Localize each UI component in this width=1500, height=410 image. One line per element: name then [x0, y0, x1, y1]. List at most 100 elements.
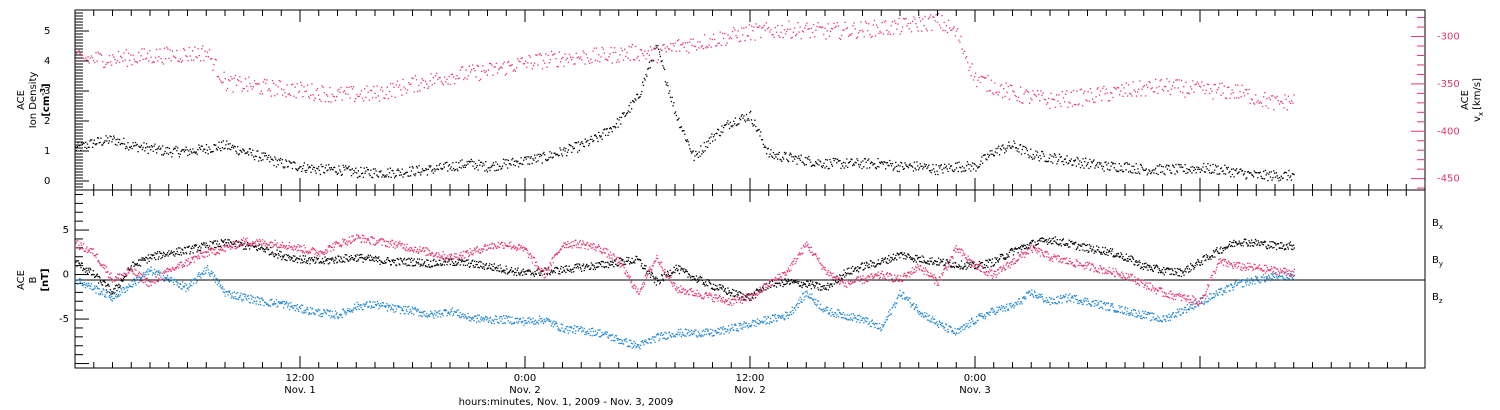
data-point — [113, 137, 116, 139]
data-point — [938, 264, 940, 266]
data-point — [750, 299, 752, 301]
data-point — [993, 265, 995, 267]
data-point — [1265, 105, 1267, 107]
data-point — [448, 75, 450, 78]
data-point — [999, 258, 1001, 260]
data-point — [797, 282, 799, 285]
data-point — [292, 161, 294, 163]
data-point — [928, 170, 931, 172]
data-point — [1027, 248, 1029, 250]
data-point — [741, 114, 743, 116]
data-point — [595, 47, 598, 49]
data-point — [853, 164, 856, 166]
data-point — [266, 79, 268, 81]
data-point — [390, 264, 392, 266]
data-point — [1241, 170, 1244, 172]
data-point — [327, 258, 329, 260]
data-point — [659, 283, 661, 285]
data-point — [115, 284, 117, 286]
data-point — [391, 169, 393, 172]
data-point — [1273, 109, 1275, 111]
data-point — [128, 268, 130, 270]
data-point — [1114, 87, 1116, 89]
data-point — [487, 69, 490, 71]
data-point — [112, 291, 114, 293]
data-point — [475, 166, 478, 168]
data-point — [1272, 95, 1274, 97]
data-point — [1029, 155, 1031, 157]
data-point — [993, 264, 995, 266]
data-point — [563, 65, 565, 67]
data-point — [634, 262, 636, 264]
data-point — [439, 76, 441, 79]
data-point — [381, 86, 383, 89]
data-point — [1090, 250, 1093, 252]
data-point — [206, 51, 208, 53]
data-point — [838, 160, 840, 162]
data-point — [1054, 240, 1056, 242]
data-point — [96, 137, 99, 139]
data-point — [369, 259, 371, 261]
data-point — [695, 279, 697, 281]
data-point — [796, 33, 798, 35]
data-point — [684, 42, 686, 44]
data-point — [269, 156, 272, 158]
data-point — [422, 265, 424, 267]
data-point — [251, 88, 253, 90]
data-point — [1269, 176, 1272, 178]
data-point — [117, 50, 120, 53]
data-point — [342, 260, 344, 262]
data-point — [829, 283, 831, 285]
data-point — [997, 94, 999, 96]
data-point — [535, 273, 537, 275]
data-point — [455, 161, 457, 163]
data-point — [97, 137, 100, 139]
data-point — [153, 257, 156, 259]
data-point — [503, 271, 505, 273]
data-point — [912, 20, 914, 23]
data-point — [643, 55, 645, 57]
data-point — [982, 162, 984, 164]
data-point — [1086, 249, 1088, 252]
data-point — [359, 175, 361, 177]
data-point — [1200, 168, 1202, 170]
data-point — [262, 159, 264, 161]
data-point — [1056, 239, 1058, 241]
data-point — [919, 20, 922, 22]
data-point — [195, 151, 197, 153]
data-point — [1095, 96, 1097, 98]
data-point — [498, 68, 500, 71]
data-point — [669, 269, 671, 271]
data-point — [794, 280, 797, 282]
data-point — [1066, 155, 1068, 157]
data-point — [833, 22, 835, 25]
data-point — [514, 165, 516, 167]
data-point — [763, 146, 765, 149]
data-point — [108, 285, 110, 287]
data-point — [122, 280, 124, 282]
data-point — [841, 163, 843, 165]
data-point — [1050, 240, 1052, 242]
data-point — [1236, 173, 1239, 175]
data-point — [656, 277, 658, 279]
data-point — [915, 261, 917, 263]
data-point — [852, 164, 854, 167]
data-point — [1134, 264, 1136, 266]
data-point — [759, 25, 761, 27]
data-point — [1107, 100, 1110, 102]
data-point — [1285, 98, 1287, 101]
data-point — [291, 162, 293, 164]
data-point — [668, 92, 670, 94]
data-point — [826, 284, 828, 287]
x-tick-time: 0:00 — [964, 373, 986, 384]
data-point — [646, 270, 648, 272]
data-point — [1033, 93, 1035, 96]
data-point — [331, 257, 333, 259]
data-point — [1077, 158, 1079, 160]
data-point — [967, 163, 969, 165]
data-point — [564, 265, 566, 267]
data-point — [700, 277, 702, 279]
data-point — [1084, 161, 1086, 163]
data-point — [1075, 165, 1077, 167]
data-point — [198, 272, 200, 274]
